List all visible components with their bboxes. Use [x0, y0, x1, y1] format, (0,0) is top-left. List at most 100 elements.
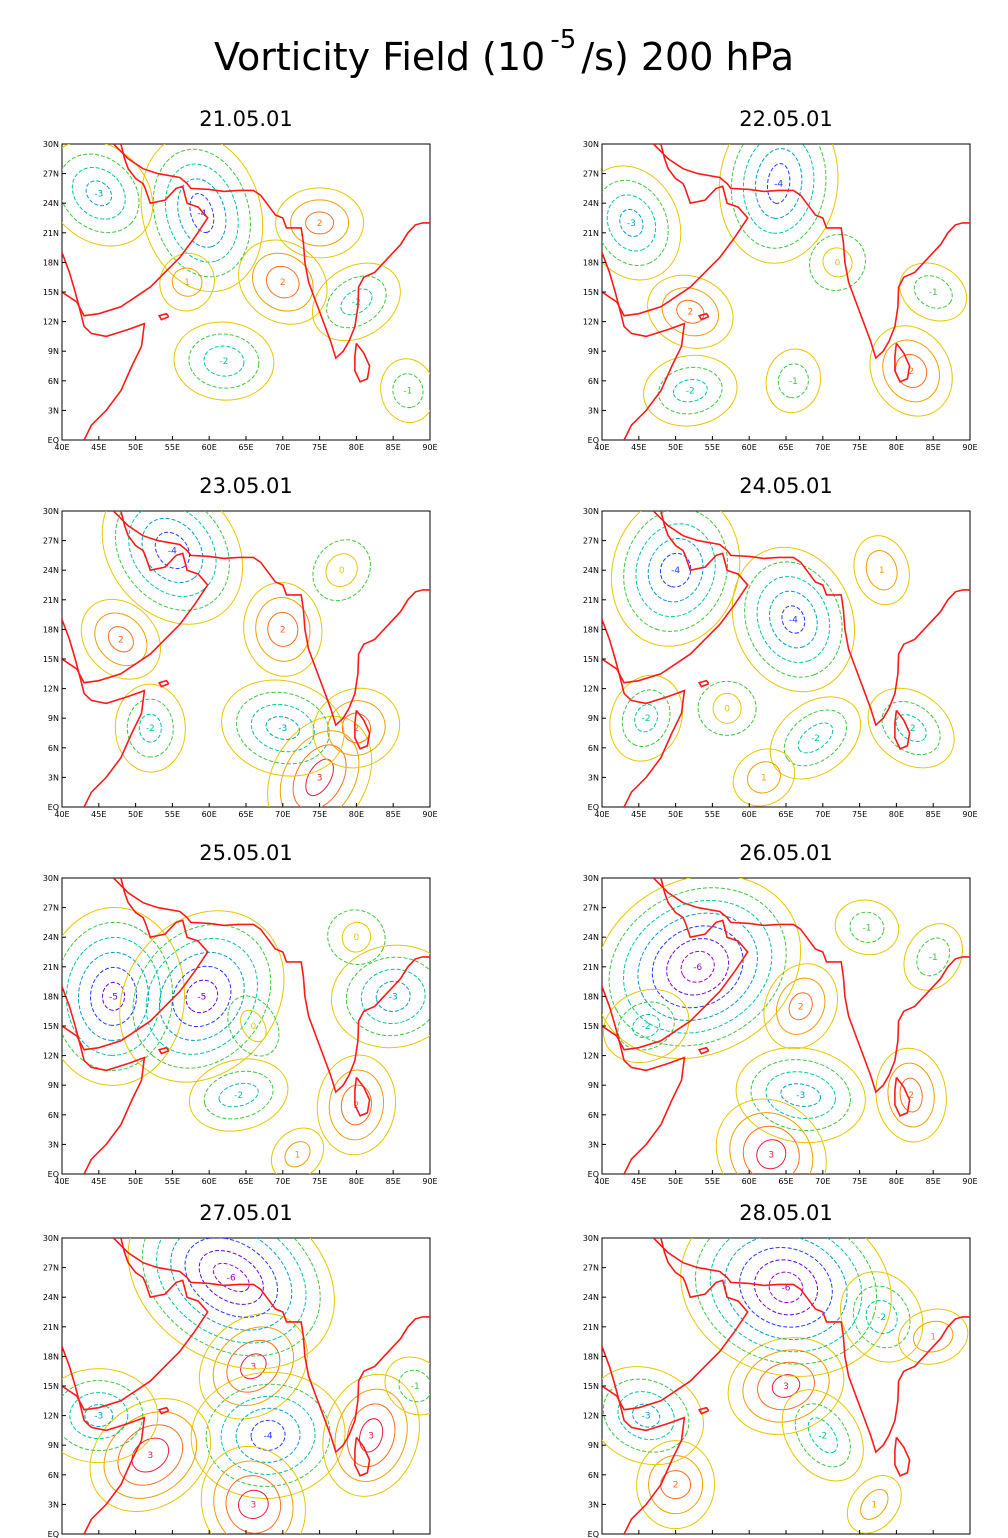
- contour-line: [185, 979, 219, 1014]
- x-tick-label: 90E: [422, 1177, 437, 1186]
- contour-line: [311, 262, 401, 342]
- contour-line: [340, 1084, 372, 1126]
- contour-label: 3: [368, 1431, 374, 1441]
- x-tick-label: 65E: [238, 443, 253, 452]
- contour-line: [903, 923, 963, 991]
- contour-line: [380, 358, 430, 423]
- contour-line: [769, 590, 818, 649]
- contour-line: [305, 758, 334, 797]
- y-tick-label: 15N: [583, 655, 599, 664]
- contour-label: 2: [687, 308, 693, 318]
- contour-line: [326, 275, 387, 329]
- contour-label: -4: [671, 566, 680, 576]
- contour-line: [71, 166, 126, 220]
- map-frame: [61, 877, 431, 1175]
- contour-line: [346, 1403, 396, 1468]
- coastline: [894, 1436, 911, 1477]
- contour-line: [255, 596, 311, 662]
- contour-line: [780, 1083, 822, 1107]
- map-panel: 26.05.01 2 -6 -3 3 2 -1 -2 -1 40E 45E 50E 55E 60E 65E 7…: [583, 841, 978, 1186]
- contour-label: 0: [250, 1022, 256, 1032]
- x-tick-label: 60E: [742, 443, 757, 452]
- title-suffix: /s) 200 hPa: [581, 35, 794, 79]
- contour-label: -4: [197, 209, 206, 219]
- contour-line: [647, 274, 734, 349]
- contour-line: [225, 1475, 282, 1534]
- coastline: [697, 1406, 710, 1415]
- y-tick-label: EQ: [48, 436, 59, 445]
- contour-line: [757, 1361, 815, 1411]
- contour-label: 2: [280, 278, 286, 288]
- contour-line: [141, 517, 204, 584]
- contour-line: [634, 704, 659, 733]
- y-tick-label: 3N: [48, 1140, 59, 1149]
- y-tick-label: 9N: [588, 714, 599, 723]
- contour-line: [158, 951, 245, 1041]
- map-content: 2 2 -4 1 -2 -2 -3 -1: [62, 144, 430, 440]
- x-tick-label: 70E: [275, 1177, 290, 1186]
- y-tick-label: 27N: [583, 1264, 599, 1273]
- contour-label: -4: [774, 179, 783, 189]
- contour-line: [62, 153, 140, 234]
- contour-line: [840, 1271, 924, 1363]
- contour-line: [316, 1054, 397, 1156]
- title-prefix: Vorticity Field (10: [214, 35, 545, 79]
- contour-line: [312, 687, 401, 769]
- y-tick-label: 9N: [588, 347, 599, 356]
- y-tick-label: 6N: [588, 1111, 599, 1120]
- contour-line: [62, 1380, 144, 1452]
- x-tick-label: 70E: [815, 443, 830, 452]
- y-tick-label: 30N: [583, 507, 599, 516]
- contour-line: [90, 966, 138, 1026]
- contour-line: [769, 696, 862, 780]
- x-tick-label: 75E: [852, 810, 867, 819]
- contour-line: [62, 144, 154, 247]
- y-tick-label: 27N: [583, 170, 599, 179]
- coastline: [602, 252, 686, 440]
- contour-label: -1: [862, 923, 871, 933]
- contour-line: [648, 1455, 704, 1515]
- map-frame: [601, 143, 971, 441]
- contour-line: [807, 1417, 838, 1454]
- map-panel: 25.05.01 -5 -5 -2 0 0 2 1 -3 40E 45E 50E 55E 60E 65E 70…: [43, 841, 438, 1186]
- x-tick-label: 40E: [594, 1177, 609, 1186]
- contour-line: [114, 683, 186, 773]
- x-tick-label: 50E: [128, 1177, 143, 1186]
- panel-date: 24.05.01: [739, 474, 833, 498]
- y-tick-label: 21N: [583, 229, 599, 238]
- y-tick-label: 9N: [588, 1081, 599, 1090]
- contour-label: -3: [278, 724, 287, 734]
- y-tick-label: 6N: [588, 1471, 599, 1480]
- y-tick-label: 15N: [43, 1022, 59, 1031]
- contour-label: -3: [642, 1412, 651, 1422]
- coastline: [697, 1046, 710, 1055]
- coastline: [602, 619, 686, 807]
- x-tick-label: 40E: [594, 443, 609, 452]
- y-tick-label: 18N: [43, 258, 59, 267]
- y-tick-label: 6N: [48, 744, 59, 753]
- contour-line: [250, 703, 315, 753]
- contour-line: [666, 938, 730, 996]
- coastline: [157, 1046, 170, 1055]
- contour-line: [127, 1238, 335, 1370]
- contour-line: [724, 1238, 848, 1340]
- coastline: [697, 679, 710, 688]
- coastline: [602, 878, 749, 1051]
- contour-label: 1: [761, 773, 767, 783]
- contour-line: [218, 1082, 259, 1108]
- y-tick-label: 27N: [43, 1264, 59, 1273]
- x-tick-label: 45E: [91, 1177, 106, 1186]
- x-tick-label: 50E: [668, 443, 683, 452]
- y-tick-label: 24N: [43, 1293, 59, 1302]
- contour-line: [341, 921, 372, 953]
- y-tick-label: 21N: [583, 963, 599, 972]
- contour-line: [131, 1437, 170, 1473]
- coastline: [354, 709, 371, 750]
- contour-line: [609, 674, 683, 762]
- panel-date: 22.05.01: [739, 107, 833, 131]
- y-tick-label: 24N: [583, 566, 599, 575]
- x-tick-label: 80E: [889, 1177, 904, 1186]
- contour-line: [173, 321, 275, 401]
- contour-line: [602, 1378, 690, 1453]
- contour-label: 2: [673, 1481, 679, 1491]
